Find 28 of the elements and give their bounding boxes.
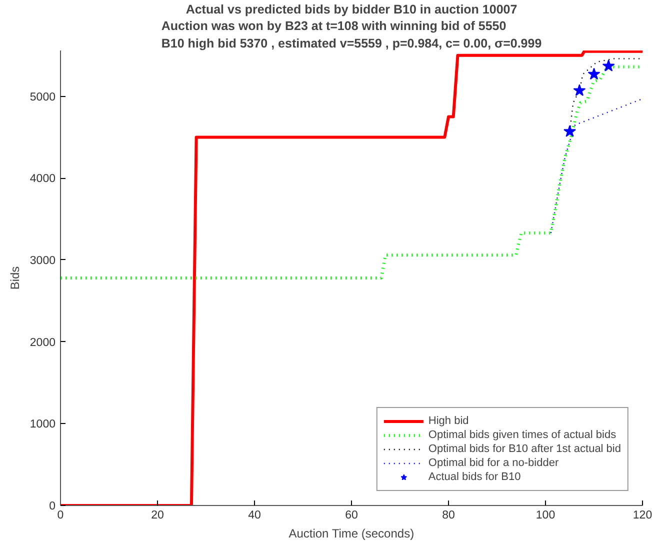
- legend-label: Optimal bid for a no-bidder: [428, 456, 559, 470]
- point: [588, 68, 600, 80]
- point: [602, 60, 615, 72]
- y-tick-label: 4000: [30, 173, 56, 186]
- y-tick-label: 5000: [30, 91, 56, 104]
- x-tick-label: 80: [442, 510, 455, 522]
- x-tick-label: 40: [248, 510, 261, 522]
- legend-label: Actual bids for B10: [428, 470, 521, 484]
- x-tick-label: 100: [536, 510, 556, 522]
- line-series: [60, 50, 642, 506]
- legend-label: Optimal bids for B10 after 1st actual bid: [428, 442, 621, 456]
- y-tick-label: 1000: [30, 418, 56, 431]
- chart-subtitle: Auction was won by B23 at t=108 with winning bid of 5550 B10 high bid 5370 , estimated v=5559 , p=0.984, c= 0.00, σ=0.999: [161, 19, 542, 50]
- x-tick-label: 60: [345, 510, 358, 522]
- legend-label: High bid: [428, 414, 469, 428]
- point: [573, 84, 586, 96]
- y-tick-label: 0: [49, 500, 56, 512]
- point: [564, 125, 576, 137]
- x-tick-label: 120: [632, 510, 652, 522]
- x-tick-label: 0: [57, 510, 64, 522]
- x-axis-title: Auction Time (seconds): [288, 526, 414, 540]
- chart-title: Actual vs predicted bids by bidder B10 in auction 10007: [186, 2, 518, 16]
- y-tick-label: 3000: [30, 254, 56, 267]
- legend-label: Optimal bids given times of actual bids: [428, 428, 616, 442]
- y-tick-label: 2000: [30, 336, 56, 349]
- line-series: [550, 98, 642, 234]
- y-axis-title: Bids: [8, 266, 22, 290]
- x-tick-label: 20: [151, 510, 164, 522]
